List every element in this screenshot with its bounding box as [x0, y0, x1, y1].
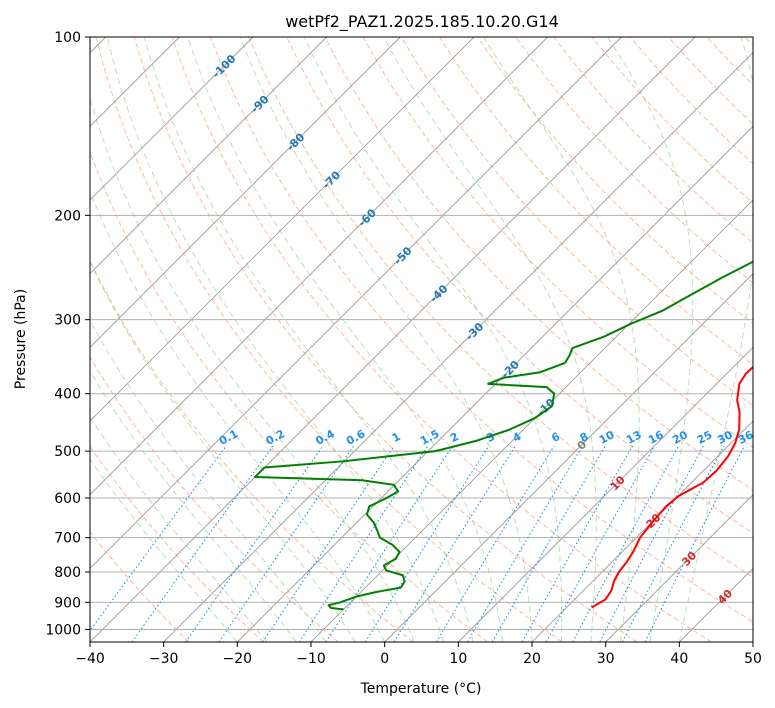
y-tick-label: 500	[54, 444, 81, 460]
mixing-ratio-line	[262, 445, 395, 642]
isotherm-line	[752, 641, 753, 642]
mixing-ratio-line	[218, 445, 355, 642]
temperature-line	[591, 365, 753, 609]
y-tick-label: 400	[54, 387, 81, 403]
moist-adiabat-line	[678, 37, 753, 642]
mixing-ratio-label: 36	[736, 428, 756, 447]
chart-title: wetPf2_PAZ1.2025.185.10.20.G14	[285, 12, 559, 32]
moist-adiabat-line	[90, 319, 327, 642]
mixing-ratio-label: 16	[646, 428, 666, 447]
mixing-ratio-label: 20	[670, 428, 690, 447]
dry-adiabat-line	[439, 37, 753, 366]
mixing-ratio-line	[644, 445, 746, 642]
moist-adiabat-line	[187, 37, 504, 642]
y-axis-title: Pressure (hPa)	[13, 289, 29, 389]
y-tick-label: 200	[54, 208, 81, 224]
x-tick-label: 20	[523, 651, 541, 667]
moist-adiabat-line	[482, 37, 640, 642]
x-tick-label: 30	[597, 651, 615, 667]
x-tick-label: 10	[449, 651, 467, 667]
x-tick-label: −10	[296, 651, 326, 667]
isotherm-line	[458, 346, 753, 642]
mixing-ratio-line	[131, 445, 274, 642]
dry-adiabat-line	[90, 356, 339, 642]
dry-adiabat-line	[324, 37, 753, 491]
isotherm-line	[90, 37, 327, 275]
moist-adiabat-line	[383, 37, 597, 642]
mixing-ratio-line	[521, 445, 633, 642]
x-tick-label: −20	[223, 651, 253, 667]
y-tick-label: 100	[54, 30, 81, 46]
moist-adiabat-line	[106, 37, 445, 642]
dry-adiabat-line	[95, 37, 563, 642]
mixing-ratio-line	[621, 445, 725, 642]
isotherm-line	[90, 37, 401, 348]
moist-adiabat-line	[90, 370, 297, 642]
moist-adiabat-line	[90, 189, 386, 642]
moist-adiabat-line	[90, 458, 238, 642]
y-tick-label: 300	[54, 313, 81, 329]
dry-adiabat-line	[400, 37, 753, 407]
moist-adiabat-line	[90, 416, 268, 642]
dry-adiabat-line	[171, 37, 712, 642]
mixing-ratio-line	[364, 445, 490, 642]
moist-adiabat-line	[143, 37, 474, 642]
mixing-ratio-line	[467, 445, 584, 642]
moist-adiabat-line	[303, 37, 563, 642]
y-tick-label: 1000	[45, 622, 81, 638]
dry-adiabat-line	[90, 531, 190, 642]
mixing-ratio-label: 25	[695, 428, 715, 447]
y-tick-label: 600	[54, 491, 81, 507]
mixing-ratio-line	[545, 445, 656, 642]
moist-adiabat-line	[607, 37, 694, 642]
x-tick-label: −40	[75, 651, 105, 667]
dry-adiabat-line	[90, 150, 488, 642]
isotherm-line	[90, 37, 622, 569]
y-tick-label: 800	[54, 565, 81, 581]
moist-adiabat-line	[239, 37, 533, 642]
isotherm-line	[90, 37, 475, 422]
axes: −40 −30 −20 −10 0 10 20 30 40 50 100 200 300 400 500 60…	[45, 30, 762, 667]
x-tick-label: 40	[670, 651, 688, 667]
mixing-ratio-line	[325, 445, 454, 642]
dry-adiabat-line	[133, 37, 638, 642]
x-tick-label: −30	[149, 651, 179, 667]
isotherm-line	[237, 125, 753, 642]
x-axis-title: Temperature (°C)	[360, 681, 482, 697]
plot-area	[90, 37, 753, 642]
mixing-ratio-label: 30	[715, 428, 735, 447]
mixing-ratio-label: 10	[597, 428, 617, 447]
isotherm-line	[384, 273, 753, 642]
x-tick-label: 0	[380, 651, 389, 667]
isotherm-line	[163, 52, 753, 642]
isotherm-line	[90, 37, 254, 201]
series-layer	[253, 260, 753, 611]
isotherm-line	[531, 420, 753, 642]
isotherm-line	[605, 494, 753, 642]
isotherm-line	[90, 37, 548, 496]
moist-adiabat-line	[90, 260, 356, 642]
mixing-ratio-line	[393, 445, 516, 642]
dry-adiabat-line	[90, 445, 264, 642]
dry-adiabat-line	[248, 37, 753, 578]
dry-adiabat-line	[515, 37, 753, 284]
moist-adiabat-line	[90, 96, 415, 642]
plot-frame	[89, 36, 754, 643]
isotherm-line	[310, 199, 753, 642]
mixing-ratio-line	[185, 445, 324, 642]
dry-adiabat-line	[210, 37, 753, 623]
y-tick-label: 900	[54, 595, 81, 611]
x-tick-label: 50	[744, 651, 762, 667]
mixing-ratio-line	[435, 445, 555, 642]
mixing-ratio-label: 13	[624, 428, 644, 447]
dewpoint-line	[253, 260, 753, 611]
y-tick-label: 700	[54, 531, 81, 547]
isotherm-line	[90, 37, 696, 642]
